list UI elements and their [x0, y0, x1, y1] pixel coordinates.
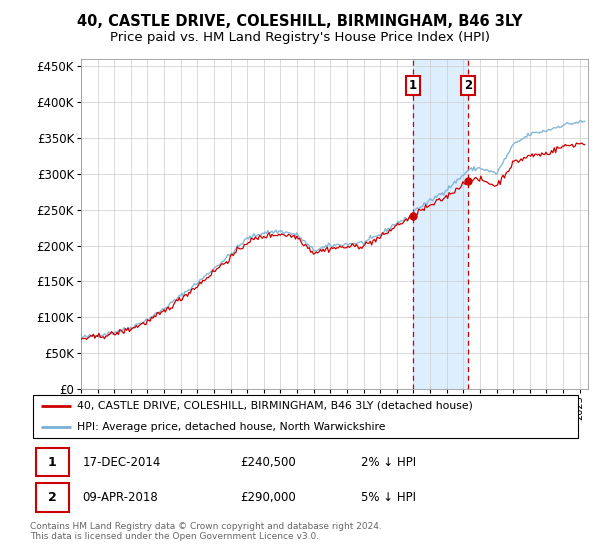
Text: 2% ↓ HPI: 2% ↓ HPI — [361, 455, 416, 469]
Text: 40, CASTLE DRIVE, COLESHILL, BIRMINGHAM, B46 3LY: 40, CASTLE DRIVE, COLESHILL, BIRMINGHAM,… — [77, 14, 523, 29]
Text: 2: 2 — [48, 491, 56, 504]
FancyBboxPatch shape — [33, 395, 578, 438]
Text: 09-APR-2018: 09-APR-2018 — [82, 491, 158, 504]
Text: 1: 1 — [409, 79, 417, 92]
Text: 5% ↓ HPI: 5% ↓ HPI — [361, 491, 416, 504]
Text: £290,000: £290,000 — [240, 491, 296, 504]
Bar — [413, 59, 468, 389]
Text: 17-DEC-2014: 17-DEC-2014 — [82, 455, 161, 469]
Text: Price paid vs. HM Land Registry's House Price Index (HPI): Price paid vs. HM Land Registry's House … — [110, 31, 490, 44]
Text: 40, CASTLE DRIVE, COLESHILL, BIRMINGHAM, B46 3LY (detached house): 40, CASTLE DRIVE, COLESHILL, BIRMINGHAM,… — [77, 400, 473, 410]
Text: HPI: Average price, detached house, North Warwickshire: HPI: Average price, detached house, Nort… — [77, 422, 385, 432]
Text: £240,500: £240,500 — [240, 455, 296, 469]
FancyBboxPatch shape — [35, 483, 68, 512]
Text: Contains HM Land Registry data © Crown copyright and database right 2024.
This d: Contains HM Land Registry data © Crown c… — [30, 522, 382, 542]
Text: 2: 2 — [464, 79, 472, 92]
Text: 1: 1 — [48, 455, 56, 469]
FancyBboxPatch shape — [35, 447, 68, 477]
